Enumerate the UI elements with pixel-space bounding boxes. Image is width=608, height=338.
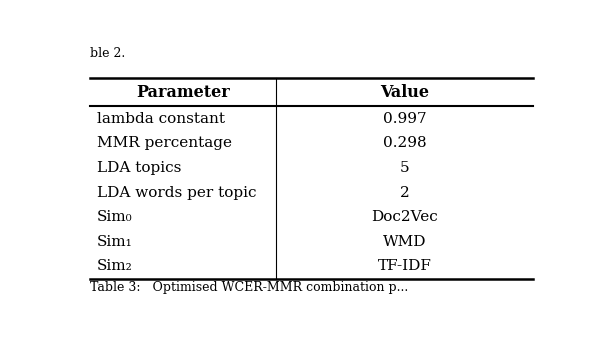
Text: Doc2Vec: Doc2Vec	[371, 210, 438, 224]
Text: WMD: WMD	[383, 235, 426, 249]
Text: 2: 2	[399, 186, 410, 199]
Text: 0.298: 0.298	[383, 136, 426, 150]
Text: TF-IDF: TF-IDF	[378, 259, 432, 273]
Text: ble 2.: ble 2.	[90, 47, 125, 60]
Text: 0.997: 0.997	[383, 112, 426, 126]
Text: Table 3:   Optimised WCER-MMR combination p...: Table 3: Optimised WCER-MMR combination …	[90, 281, 409, 294]
Text: Sim₂: Sim₂	[97, 259, 133, 273]
Text: Sim₁: Sim₁	[97, 235, 133, 249]
Text: LDA topics: LDA topics	[97, 161, 182, 175]
Text: Value: Value	[380, 84, 429, 101]
Text: lambda constant: lambda constant	[97, 112, 225, 126]
Text: Parameter: Parameter	[136, 84, 230, 101]
Text: 5: 5	[400, 161, 409, 175]
Text: LDA words per topic: LDA words per topic	[97, 186, 257, 199]
Text: MMR percentage: MMR percentage	[97, 136, 232, 150]
Text: Sim₀: Sim₀	[97, 210, 133, 224]
